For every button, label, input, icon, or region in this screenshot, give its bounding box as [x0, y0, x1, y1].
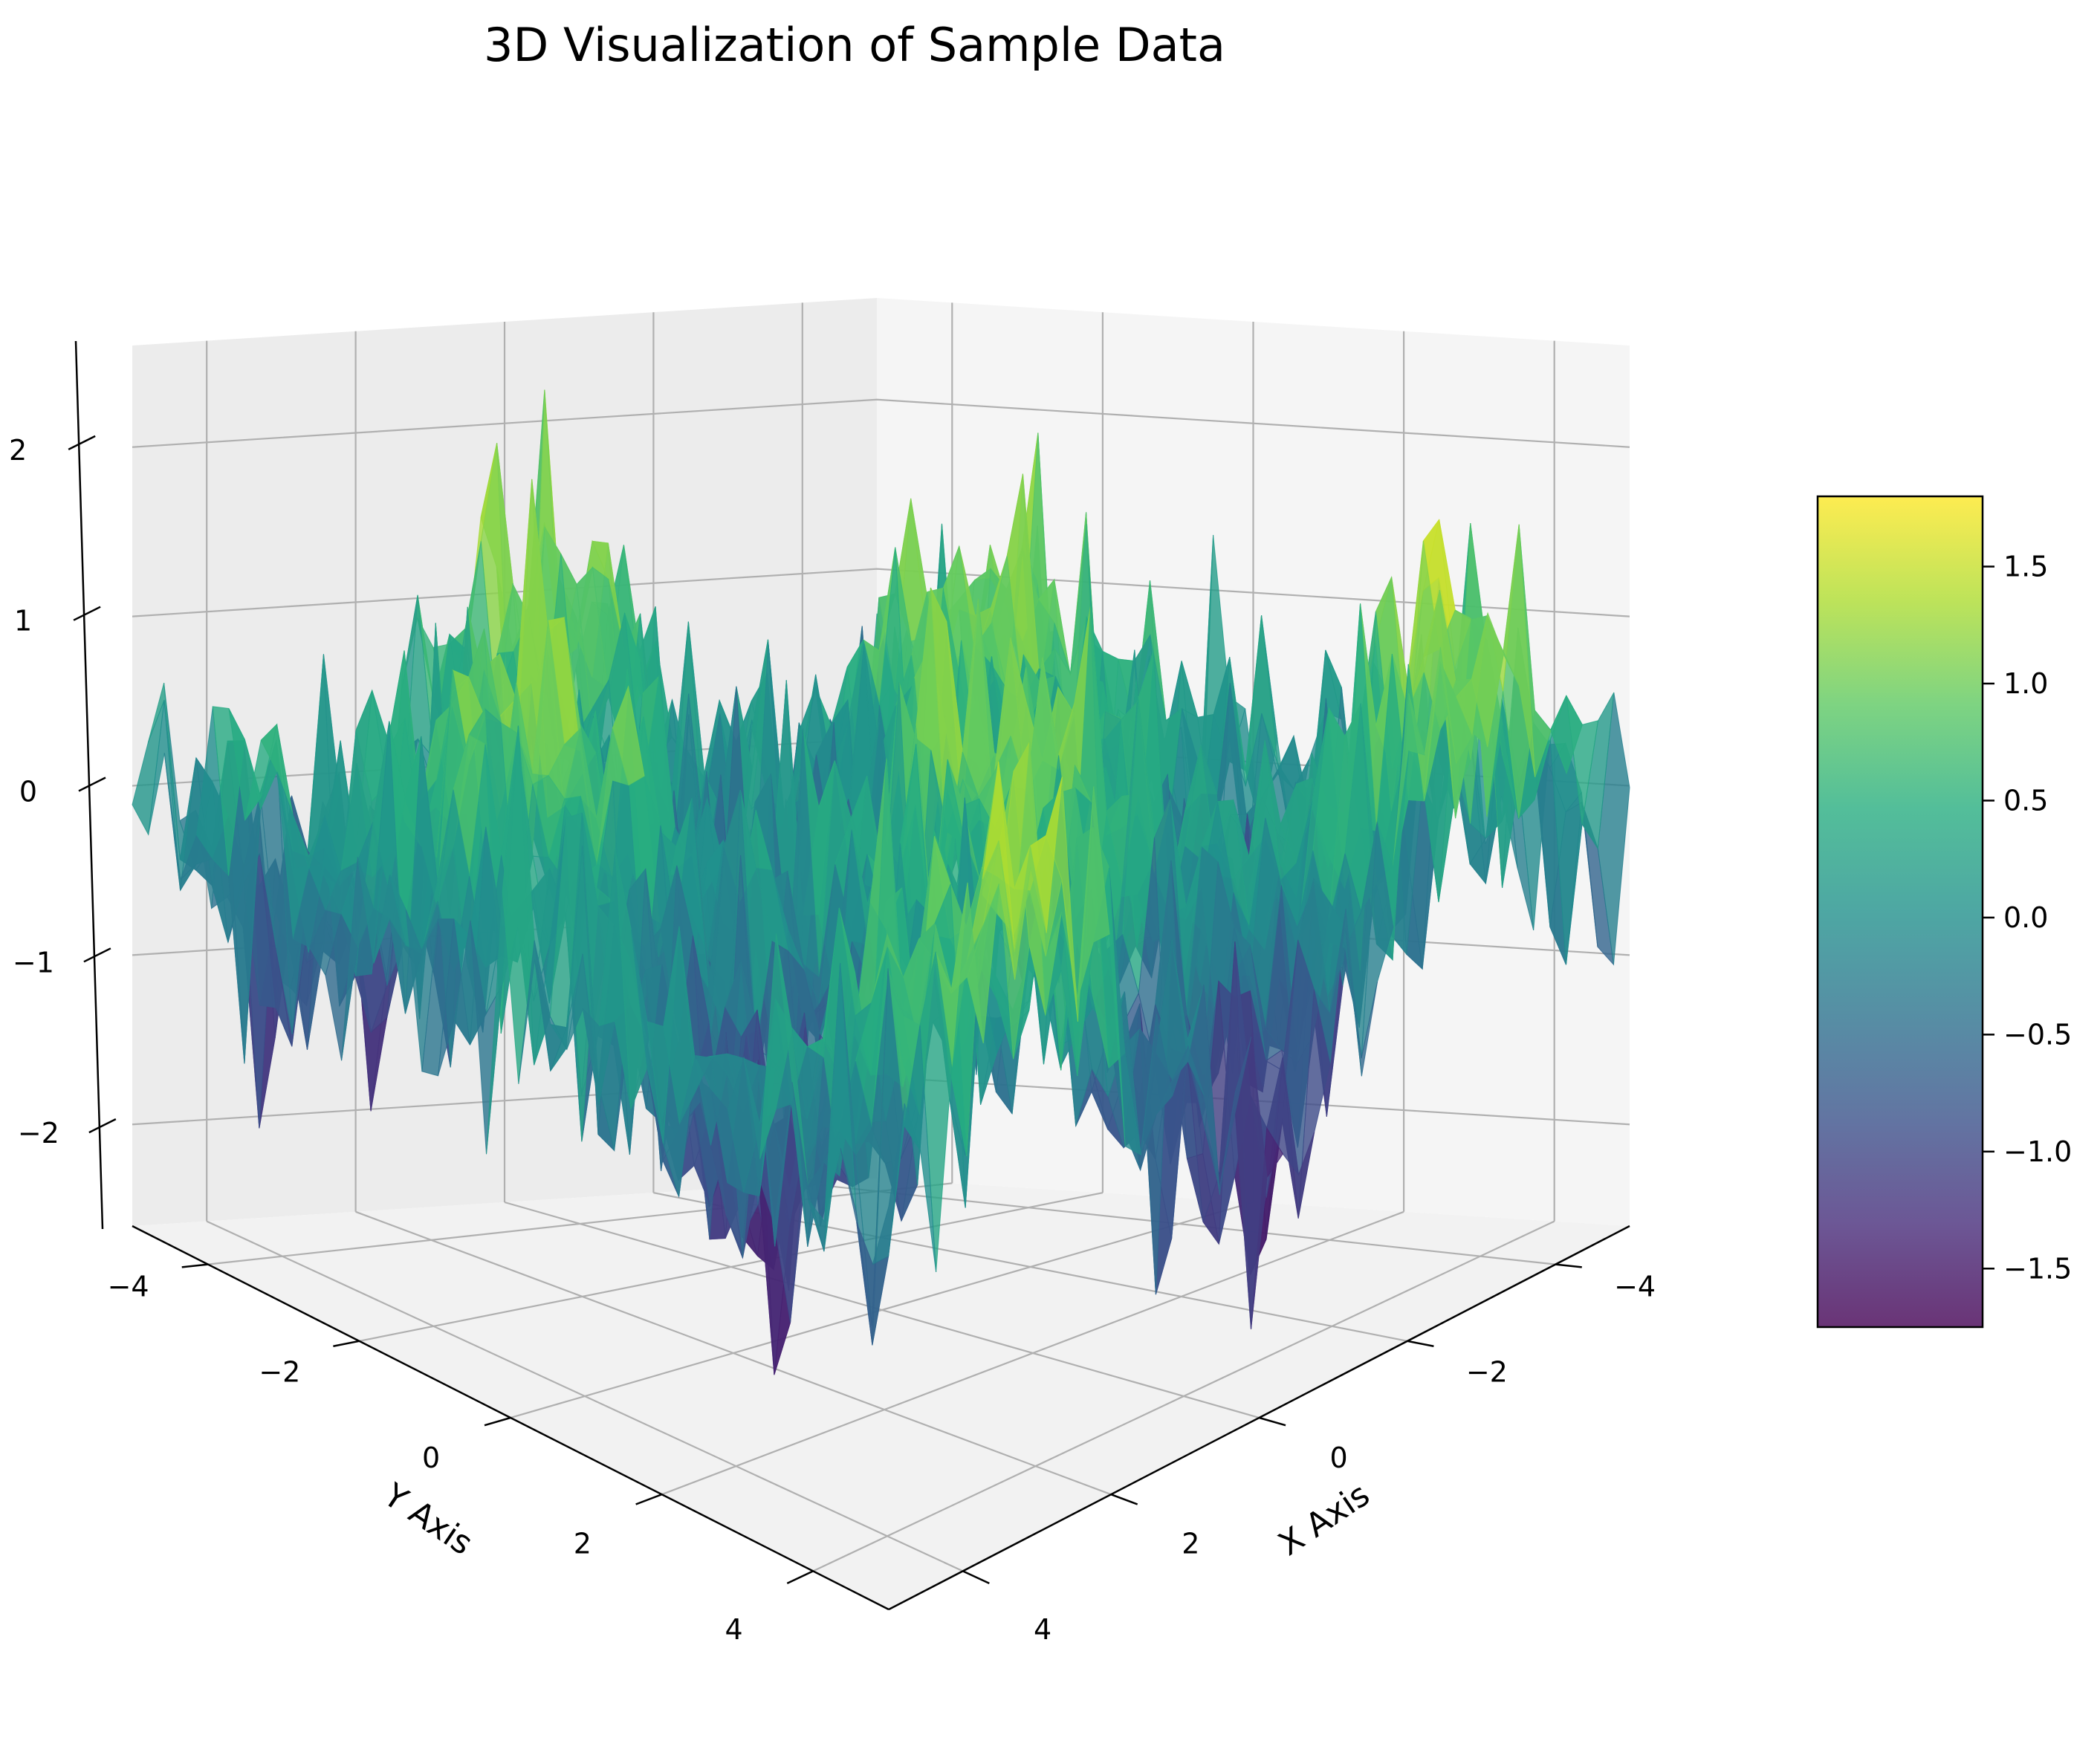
gridline-z — [132, 398, 1630, 448]
z-tick-label: −2 — [18, 1117, 59, 1149]
z-tick-label: 2 — [9, 434, 27, 467]
x-tick-label: 2 — [574, 1528, 592, 1560]
x-axis-label: X Axis — [1271, 1476, 1376, 1563]
gridline-y-floor — [206, 1220, 964, 1572]
y-tick-label: 0 — [1329, 1442, 1347, 1474]
y-tick-label: 2 — [1182, 1528, 1199, 1560]
y-axis-line — [132, 1225, 889, 1611]
gridline-y-floor — [355, 1210, 1112, 1496]
axes: −4 −2 0 2 4 −4 −2 0 2 4 −2 −1 0 1 2 — [9, 340, 1656, 1646]
y-tick-mark — [1407, 1340, 1434, 1348]
z-tick-mark — [73, 606, 101, 621]
z-tick-label: 1 — [14, 605, 32, 638]
colorbar-tick-label: 1.5 — [2003, 550, 2048, 583]
y-tick-label: −2 — [1466, 1356, 1508, 1389]
z-tick-mark — [83, 947, 111, 963]
x-tick-label: 4 — [725, 1613, 742, 1646]
surface-plot — [132, 389, 1630, 1375]
z-tick-label: −1 — [13, 946, 54, 979]
y-tick-mark — [1259, 1416, 1286, 1427]
colorbar-tick-label: −1.5 — [2003, 1252, 2072, 1285]
y-tick-mark — [1110, 1494, 1138, 1505]
colorbar-tick-label: −0.5 — [2003, 1018, 2072, 1051]
x-tick-label: −2 — [259, 1356, 300, 1389]
gridline-z — [132, 568, 1630, 617]
z-tick-label: 0 — [19, 776, 37, 808]
colorbar-gradient — [1816, 495, 1984, 1329]
colorbar: −1.5 −1.0 −0.5 0.0 0.5 1.0 1.5 — [1816, 495, 2072, 1329]
colorbar-tick-label: 0.0 — [2003, 901, 2048, 934]
y-tick-mark — [962, 1570, 990, 1585]
colorbar-tick-label: 0.5 — [2003, 784, 2048, 817]
surface-face — [872, 1103, 905, 1265]
x-tick-mark — [786, 1570, 814, 1585]
z-tick-mark — [68, 435, 96, 451]
y-tick-label: −4 — [1614, 1270, 1656, 1303]
colorbar-tick-label: −1.0 — [2003, 1135, 2072, 1168]
x-tick-mark — [635, 1494, 663, 1505]
chart-title: 3D Visualization of Sample Data — [484, 18, 1225, 72]
y-axis-label: Y Axis — [376, 1476, 479, 1563]
y-tick-label: 4 — [1034, 1613, 1051, 1646]
x-tick-mark — [181, 1263, 208, 1268]
x-tick-label: 0 — [422, 1442, 440, 1474]
colorbar-ticks: −1.5 −1.0 −0.5 0.0 0.5 1.0 1.5 — [1983, 550, 2072, 1285]
gridline-y-floor — [504, 1201, 1260, 1419]
colorbar-tick-label: 1.0 — [2003, 667, 2048, 700]
z-tick-mark — [88, 1118, 117, 1134]
z-tick-mark — [78, 776, 106, 792]
x-tick-mark — [333, 1340, 360, 1348]
x-tick-mark — [484, 1416, 511, 1427]
x-tick-label: −4 — [108, 1270, 149, 1303]
y-tick-mark — [1555, 1263, 1582, 1268]
